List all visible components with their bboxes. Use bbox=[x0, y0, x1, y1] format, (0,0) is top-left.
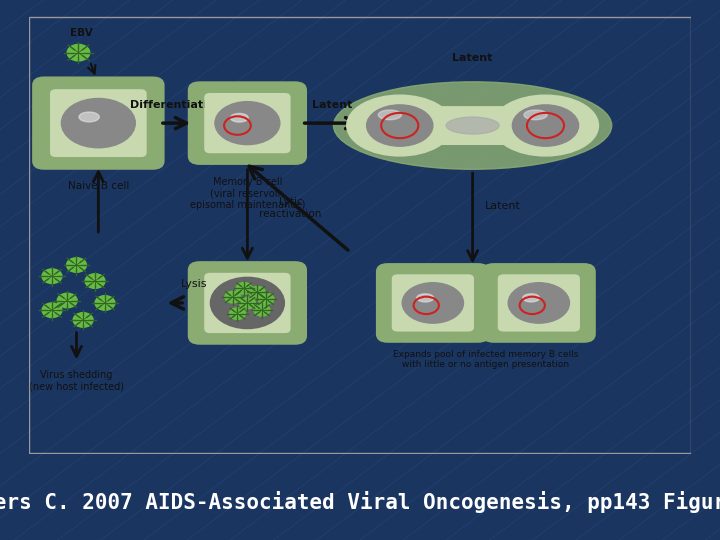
Ellipse shape bbox=[524, 110, 547, 120]
Text: Virus shedding
(new host infected): Virus shedding (new host infected) bbox=[29, 370, 124, 392]
FancyBboxPatch shape bbox=[188, 82, 307, 165]
Text: Naive B cell: Naive B cell bbox=[68, 181, 129, 192]
Ellipse shape bbox=[67, 44, 90, 61]
Ellipse shape bbox=[215, 102, 280, 145]
Ellipse shape bbox=[73, 313, 93, 327]
FancyBboxPatch shape bbox=[50, 89, 147, 157]
FancyBboxPatch shape bbox=[204, 93, 291, 153]
Ellipse shape bbox=[402, 283, 464, 323]
Ellipse shape bbox=[513, 105, 579, 146]
Ellipse shape bbox=[523, 294, 539, 302]
Ellipse shape bbox=[417, 294, 433, 302]
Ellipse shape bbox=[58, 293, 77, 308]
Ellipse shape bbox=[258, 293, 274, 305]
Ellipse shape bbox=[85, 274, 105, 288]
Text: Meyers C. 2007 AIDS-Associated Viral Oncogenesis, pp143 Figure 1: Meyers C. 2007 AIDS-Associated Viral Onc… bbox=[0, 491, 720, 513]
Ellipse shape bbox=[347, 95, 453, 156]
Ellipse shape bbox=[61, 98, 135, 148]
Ellipse shape bbox=[254, 305, 270, 316]
Text: Expands pool of infected memory B cells
with little or no antigen presentation: Expands pool of infected memory B cells … bbox=[393, 349, 579, 369]
Ellipse shape bbox=[240, 297, 256, 309]
Ellipse shape bbox=[492, 95, 598, 156]
Ellipse shape bbox=[79, 112, 99, 122]
FancyBboxPatch shape bbox=[498, 274, 580, 332]
Ellipse shape bbox=[66, 258, 86, 272]
Text: Lytic
reactivation: Lytic reactivation bbox=[259, 197, 322, 219]
Text: Memory B cell
(viral reservoir,
episomal maintenance): Memory B cell (viral reservoir, episomal… bbox=[189, 177, 305, 210]
Text: Differentiation: Differentiation bbox=[130, 99, 222, 110]
FancyBboxPatch shape bbox=[392, 274, 474, 332]
Ellipse shape bbox=[95, 295, 115, 310]
Text: Latent: Latent bbox=[452, 53, 492, 63]
Text: Latent: Latent bbox=[485, 201, 521, 211]
FancyBboxPatch shape bbox=[32, 77, 165, 170]
Text: EBV: EBV bbox=[70, 28, 93, 38]
Ellipse shape bbox=[446, 117, 499, 134]
Text: Latent: Latent bbox=[312, 99, 352, 110]
FancyBboxPatch shape bbox=[188, 261, 307, 345]
Ellipse shape bbox=[236, 282, 252, 294]
Ellipse shape bbox=[366, 105, 433, 146]
FancyBboxPatch shape bbox=[204, 273, 291, 333]
Text: Lysis: Lysis bbox=[181, 279, 207, 289]
Ellipse shape bbox=[210, 278, 284, 328]
Ellipse shape bbox=[333, 82, 612, 169]
Ellipse shape bbox=[230, 308, 246, 320]
FancyBboxPatch shape bbox=[423, 106, 522, 145]
FancyBboxPatch shape bbox=[482, 263, 596, 343]
Ellipse shape bbox=[42, 269, 62, 284]
Ellipse shape bbox=[249, 286, 265, 298]
Ellipse shape bbox=[378, 110, 402, 120]
Ellipse shape bbox=[225, 291, 240, 303]
Ellipse shape bbox=[508, 283, 570, 323]
Ellipse shape bbox=[230, 113, 248, 122]
Ellipse shape bbox=[42, 303, 62, 318]
FancyBboxPatch shape bbox=[376, 263, 490, 343]
